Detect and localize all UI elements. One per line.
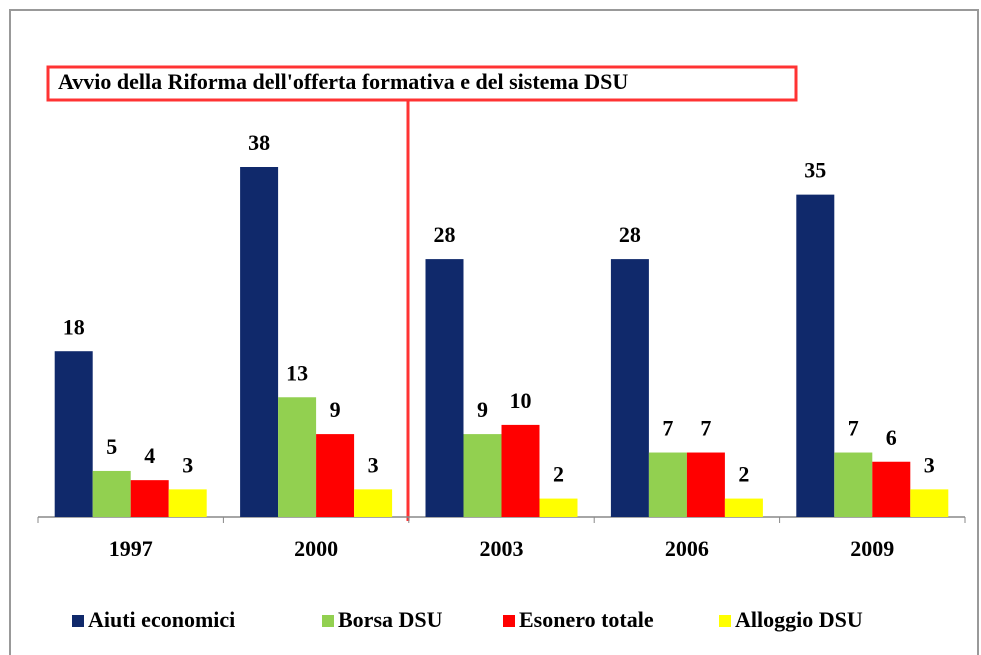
bar [648, 452, 687, 517]
annotation-box [46, 65, 798, 102]
legend-swatch [72, 615, 84, 627]
bar [240, 167, 279, 517]
data-label: 7 [662, 416, 673, 441]
data-label: 9 [330, 397, 341, 422]
legend-swatch [503, 615, 515, 627]
bar [501, 424, 540, 517]
legend-swatch [719, 615, 731, 627]
bar [539, 498, 578, 517]
data-label: 18 [63, 314, 85, 339]
bar [92, 470, 131, 517]
data-label: 3 [182, 452, 193, 477]
bar [872, 461, 911, 517]
legend-label: Alloggio DSU [735, 607, 863, 632]
bar [610, 259, 649, 517]
data-label: 6 [886, 425, 897, 450]
bar [910, 489, 949, 517]
bar [278, 397, 317, 517]
data-label: 2 [553, 462, 564, 487]
bar [54, 351, 93, 517]
legend-swatch [322, 615, 334, 627]
x-tick-label: 2003 [480, 536, 524, 561]
legend-label: Aiuti economici [88, 607, 235, 632]
data-label: 7 [700, 416, 711, 441]
bar [425, 259, 464, 517]
data-label: 38 [248, 130, 270, 155]
bar [724, 498, 763, 517]
x-tick-label: 2000 [294, 536, 338, 561]
bar [686, 452, 725, 517]
data-label: 13 [286, 360, 308, 385]
data-label: 2 [738, 462, 749, 487]
data-label: 28 [434, 222, 456, 247]
data-label: 4 [144, 443, 155, 468]
legend-label: Esonero totale [519, 607, 654, 632]
data-label: 3 [368, 452, 379, 477]
data-label: 5 [106, 434, 117, 459]
data-label: 28 [619, 222, 641, 247]
bar [316, 434, 355, 517]
data-label: 3 [924, 452, 935, 477]
data-label: 35 [804, 158, 826, 183]
data-label: 10 [510, 388, 532, 413]
data-label: 7 [848, 416, 859, 441]
annotation: Avvio della Riforma dell'offerta formati… [58, 69, 628, 94]
bar [130, 480, 169, 517]
legend-label: Borsa DSU [338, 607, 443, 632]
bar [354, 489, 393, 517]
data-label: 9 [477, 397, 488, 422]
bar [463, 434, 502, 517]
bar [796, 194, 835, 517]
x-tick-label: 2009 [850, 536, 894, 561]
x-tick-label: 2006 [665, 536, 709, 561]
bar [834, 452, 873, 517]
bar [168, 489, 207, 517]
x-tick-label: 1997 [109, 536, 153, 561]
